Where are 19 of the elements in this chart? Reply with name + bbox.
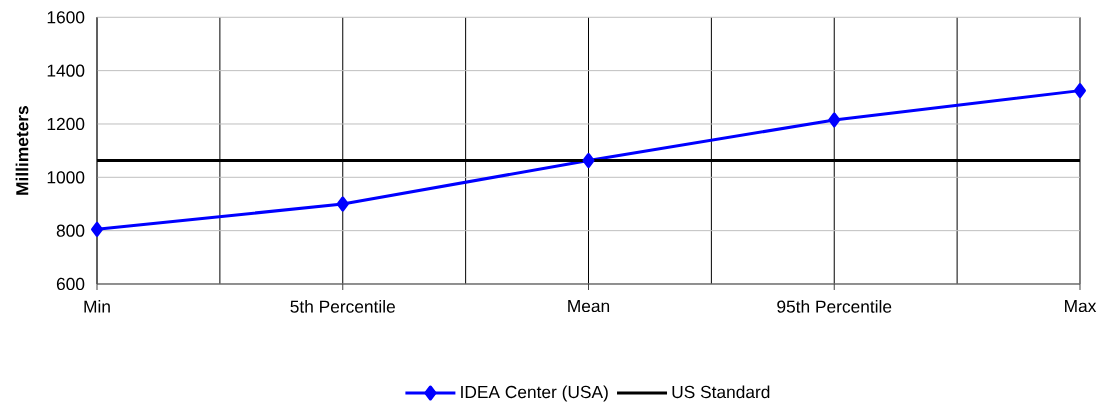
x-tick-label: 95th Percentile <box>777 300 892 313</box>
point <box>1073 83 1086 99</box>
x-tick-label: Mean <box>568 300 610 313</box>
y-tick-label: 600 <box>56 277 85 291</box>
y-tick-label: 1000 <box>47 171 85 184</box>
y-tick-label: 1400 <box>47 64 85 77</box>
y-axis-title: Millimeters <box>15 106 29 195</box>
legend-label: US Standard <box>672 385 770 399</box>
point <box>582 153 595 169</box>
legend-label: IDEA Center (USA) <box>461 385 608 402</box>
x-tick-label: Max <box>1065 300 1097 313</box>
point <box>336 196 349 212</box>
y-tick-label: 800 <box>56 224 85 237</box>
y-tick-label: 1600 <box>47 11 85 24</box>
y-tick-label: 1200 <box>47 117 85 131</box>
x-tick-label: Min <box>84 300 110 313</box>
point <box>828 112 841 128</box>
point <box>91 221 104 237</box>
x-tick-label: 5th Percentile <box>290 300 395 313</box>
